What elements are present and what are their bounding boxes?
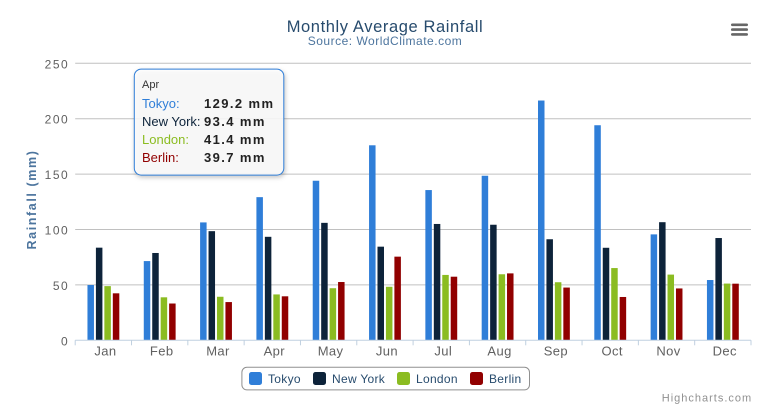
svg-text:London:: London:	[142, 132, 189, 147]
svg-text:New York: New York	[332, 372, 386, 386]
svg-text:Monthly Average Rainfall: Monthly Average Rainfall	[287, 18, 484, 36]
svg-text:100: 100	[45, 224, 70, 238]
svg-text:Aug: Aug	[487, 344, 511, 359]
svg-text:Oct: Oct	[601, 344, 622, 359]
svg-text:Apr: Apr	[264, 344, 286, 359]
svg-text:129.2 mm: 129.2 mm	[204, 96, 274, 111]
svg-text:150: 150	[45, 168, 70, 182]
svg-text:Apr: Apr	[142, 79, 159, 91]
svg-text:Source: WorldClimate.com: Source: WorldClimate.com	[308, 34, 463, 48]
svg-text:Nov: Nov	[656, 344, 680, 359]
svg-text:Dec: Dec	[713, 344, 737, 359]
svg-text:Jun: Jun	[376, 344, 398, 359]
svg-text:50: 50	[53, 279, 69, 293]
svg-text:Tokyo:: Tokyo:	[142, 96, 180, 111]
svg-text:Berlin: Berlin	[489, 372, 521, 386]
svg-text:250: 250	[45, 57, 70, 71]
svg-text:Highcharts.com: Highcharts.com	[662, 393, 752, 405]
svg-text:May: May	[318, 344, 344, 359]
svg-text:39.7 mm: 39.7 mm	[204, 150, 266, 165]
svg-text:Jul: Jul	[434, 344, 452, 359]
svg-text:Mar: Mar	[206, 344, 230, 359]
svg-text:93.4 mm: 93.4 mm	[204, 114, 266, 129]
svg-text:Sep: Sep	[544, 344, 568, 359]
svg-text:Rainfall (mm): Rainfall (mm)	[25, 150, 39, 250]
svg-text:London: London	[416, 372, 458, 386]
svg-text:41.4 mm: 41.4 mm	[204, 132, 266, 147]
svg-text:New York:: New York:	[142, 114, 201, 129]
svg-text:Jan: Jan	[94, 344, 116, 359]
svg-text:200: 200	[45, 113, 70, 127]
svg-text:0: 0	[61, 334, 69, 348]
svg-text:Tokyo: Tokyo	[268, 372, 301, 386]
svg-text:Feb: Feb	[150, 344, 174, 359]
svg-text:Berlin:: Berlin:	[142, 150, 179, 165]
